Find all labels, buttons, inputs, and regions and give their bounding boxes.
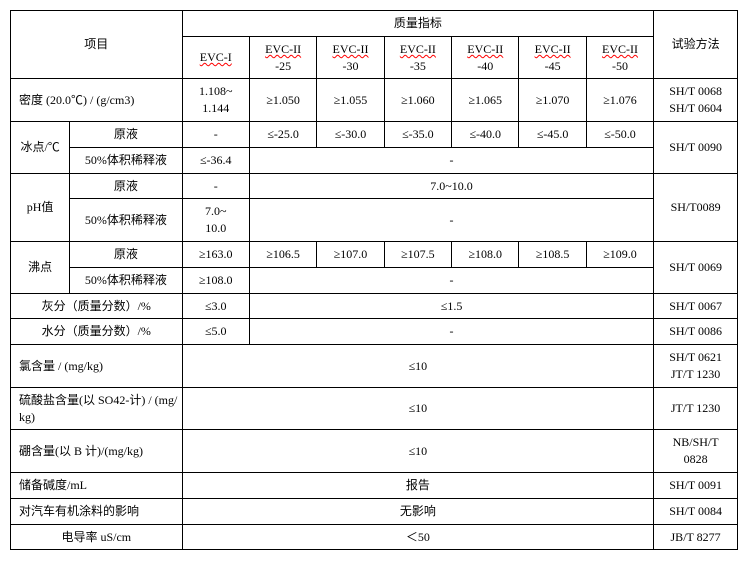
row-paint: 对汽车有机涂料的影响 无影响 SH/T 0084 [11, 498, 738, 524]
cell: ≤10 [182, 387, 654, 430]
method: SH/T 0084 [654, 498, 738, 524]
cell: ≥108.0 [452, 241, 519, 267]
header-col-1: EVC-II-25 [249, 36, 316, 79]
cell: ≥1.065 [452, 79, 519, 122]
label-freeze: 冰点/℃ [11, 121, 70, 173]
header-col-5: EVC-II-45 [519, 36, 586, 79]
cell: 无影响 [182, 498, 654, 524]
header-method: 试验方法 [654, 11, 738, 79]
cell: ≤-45.0 [519, 121, 586, 147]
method: SH/T 0067 [654, 293, 738, 319]
sub: 原液 [70, 173, 182, 199]
cell: ≥1.060 [384, 79, 451, 122]
label-density: 密度 (20.0℃) / (g/cm3) [11, 79, 183, 122]
row-cond: 电导率 uS/cm ＜50 JB/T 8277 [11, 524, 738, 550]
label: 硫酸盐含量(以 SO42-计) / (mg/kg) [11, 387, 183, 430]
cell: 报告 [182, 472, 654, 498]
row-so4: 硫酸盐含量(以 SO42-计) / (mg/kg) ≤10 JT/T 1230 [11, 387, 738, 430]
cell: ≥163.0 [182, 241, 249, 267]
cell: ≤-36.4 [182, 147, 249, 173]
method: JT/T 1230 [654, 387, 738, 430]
method: SH/T 0069 [654, 241, 738, 293]
sub: 50%体积稀释液 [70, 147, 182, 173]
header-col-3: EVC-II-35 [384, 36, 451, 79]
label: 对汽车有机涂料的影响 [11, 498, 183, 524]
cell: - [249, 267, 653, 293]
cell: ＜50 [182, 524, 654, 550]
cell: ≥108.5 [519, 241, 586, 267]
row-cl: 氯含量 / (mg/kg) ≤10 SH/T 0621 JT/T 1230 [11, 345, 738, 388]
method: SH/T 0621 JT/T 1230 [654, 345, 738, 388]
label-boil: 沸点 [11, 241, 70, 293]
cell: - [182, 173, 249, 199]
cell: ≥107.0 [317, 241, 384, 267]
row-alk: 储备碱度/mL 报告 SH/T 0091 [11, 472, 738, 498]
cell: ≥1.055 [317, 79, 384, 122]
cell: - [182, 121, 249, 147]
label: 储备碱度/mL [11, 472, 183, 498]
label: 灰分（质量分数）/% [11, 293, 183, 319]
cell: ≤-30.0 [317, 121, 384, 147]
label: 水分（质量分数）/% [11, 319, 183, 345]
row-boron: 硼含量(以 B 计)/(mg/kg) ≤10 NB/SH/T 0828 [11, 430, 738, 473]
label: 电导率 uS/cm [11, 524, 183, 550]
header-row-1: 项目 质量指标 试验方法 [11, 11, 738, 37]
row-freeze-2: 50%体积稀释液 ≤-36.4 - [11, 147, 738, 173]
cell: ≤-35.0 [384, 121, 451, 147]
cell: ≤10 [182, 430, 654, 473]
row-boil-1: 沸点 原液 ≥163.0 ≥106.5 ≥107.0 ≥107.5 ≥108.0… [11, 241, 738, 267]
cell: ≥108.0 [182, 267, 249, 293]
header-col-4: EVC-II-40 [452, 36, 519, 79]
method: SH/T 0086 [654, 319, 738, 345]
cell: ≥1.070 [519, 79, 586, 122]
header-col-0: EVC-I [182, 36, 249, 79]
cell: ≤5.0 [182, 319, 249, 345]
method: JB/T 8277 [654, 524, 738, 550]
cell: 1.108~ 1.144 [182, 79, 249, 122]
cell: ≤1.5 [249, 293, 653, 319]
cell: 7.0~10.0 [249, 173, 653, 199]
row-ph-1: pH值 原液 - 7.0~10.0 SH/T0089 [11, 173, 738, 199]
row-ash: 灰分（质量分数）/% ≤3.0 ≤1.5 SH/T 0067 [11, 293, 738, 319]
label: 硼含量(以 B 计)/(mg/kg) [11, 430, 183, 473]
row-freeze-1: 冰点/℃ 原液 - ≤-25.0 ≤-30.0 ≤-35.0 ≤-40.0 ≤-… [11, 121, 738, 147]
method: NB/SH/T 0828 [654, 430, 738, 473]
cell: 7.0~ 10.0 [182, 199, 249, 242]
cell: ≤3.0 [182, 293, 249, 319]
cell: ≥1.076 [586, 79, 653, 122]
cell: ≥107.5 [384, 241, 451, 267]
cell: ≤10 [182, 345, 654, 388]
header-quality: 质量指标 [182, 11, 654, 37]
sub: 原液 [70, 121, 182, 147]
cell: - [249, 147, 653, 173]
cell: ≤-25.0 [249, 121, 316, 147]
sub: 原液 [70, 241, 182, 267]
sub: 50%体积稀释液 [70, 199, 182, 242]
cell: ≥1.050 [249, 79, 316, 122]
row-ph-2: 50%体积稀释液 7.0~ 10.0 - [11, 199, 738, 242]
spec-table: 项目 质量指标 试验方法 EVC-IEVC-II-25EVC-II-30EVC-… [10, 10, 738, 550]
method: SH/T0089 [654, 173, 738, 241]
header-col-2: EVC-II-30 [317, 36, 384, 79]
cell: ≥109.0 [586, 241, 653, 267]
cell: - [249, 199, 653, 242]
cell: - [249, 319, 653, 345]
row-water: 水分（质量分数）/% ≤5.0 - SH/T 0086 [11, 319, 738, 345]
method: SH/T 0091 [654, 472, 738, 498]
cell: ≥106.5 [249, 241, 316, 267]
row-density: 密度 (20.0℃) / (g/cm3) 1.108~ 1.144 ≥1.050… [11, 79, 738, 122]
method: SH/T 0068 SH/T 0604 [654, 79, 738, 122]
header-col-6: EVC-II-50 [586, 36, 653, 79]
cell: ≤-50.0 [586, 121, 653, 147]
header-project: 项目 [11, 11, 183, 79]
method: SH/T 0090 [654, 121, 738, 173]
sub: 50%体积稀释液 [70, 267, 182, 293]
label-ph: pH值 [11, 173, 70, 241]
row-boil-2: 50%体积稀释液 ≥108.0 - [11, 267, 738, 293]
cell: ≤-40.0 [452, 121, 519, 147]
label: 氯含量 / (mg/kg) [11, 345, 183, 388]
